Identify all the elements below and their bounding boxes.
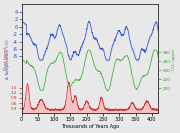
X-axis label: Thousands of Years Ago: Thousands of Years Ago — [61, 124, 119, 129]
Y-axis label: CO₂ (ppm): CO₂ (ppm) — [172, 48, 176, 70]
Y-axis label: Dust (ppm): Dust (ppm) — [4, 47, 8, 70]
Y-axis label: Δ Temperature (°C): Δ Temperature (°C) — [6, 39, 10, 79]
